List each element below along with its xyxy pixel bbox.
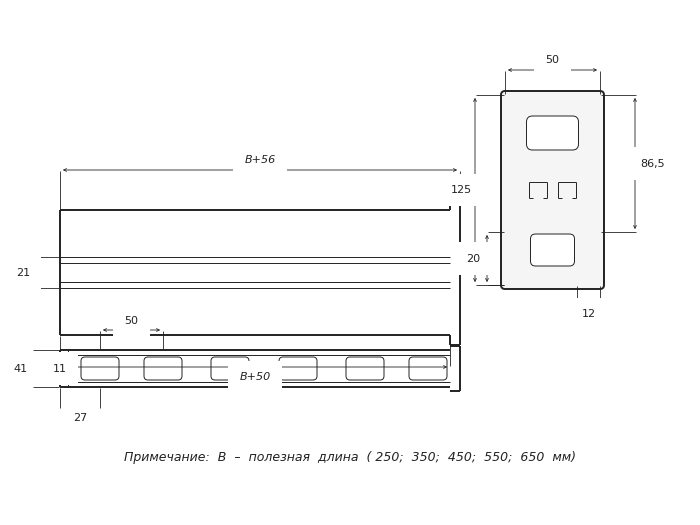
FancyBboxPatch shape <box>144 357 182 380</box>
Text: 27: 27 <box>73 413 87 423</box>
Text: 125: 125 <box>450 185 472 195</box>
Text: 11: 11 <box>53 363 67 373</box>
Text: 50: 50 <box>545 55 559 65</box>
FancyBboxPatch shape <box>211 357 249 380</box>
FancyBboxPatch shape <box>526 116 578 150</box>
Text: 20: 20 <box>466 254 480 264</box>
FancyBboxPatch shape <box>279 357 317 380</box>
FancyBboxPatch shape <box>531 234 575 266</box>
Text: В+50: В+50 <box>239 372 271 382</box>
Text: 21: 21 <box>16 268 30 278</box>
Text: Примечание:  В  –  полезная  длина  ( 250;  350;  450;  550;  650  мм): Примечание: В – полезная длина ( 250; 35… <box>124 450 576 464</box>
FancyBboxPatch shape <box>346 357 384 380</box>
FancyBboxPatch shape <box>409 357 447 380</box>
Text: 41: 41 <box>13 363 27 373</box>
FancyBboxPatch shape <box>81 357 119 380</box>
Text: В+56: В+56 <box>244 155 276 165</box>
Text: 50: 50 <box>125 316 139 326</box>
Text: 86,5: 86,5 <box>640 159 665 169</box>
FancyBboxPatch shape <box>501 91 604 289</box>
Text: 12: 12 <box>582 309 596 319</box>
